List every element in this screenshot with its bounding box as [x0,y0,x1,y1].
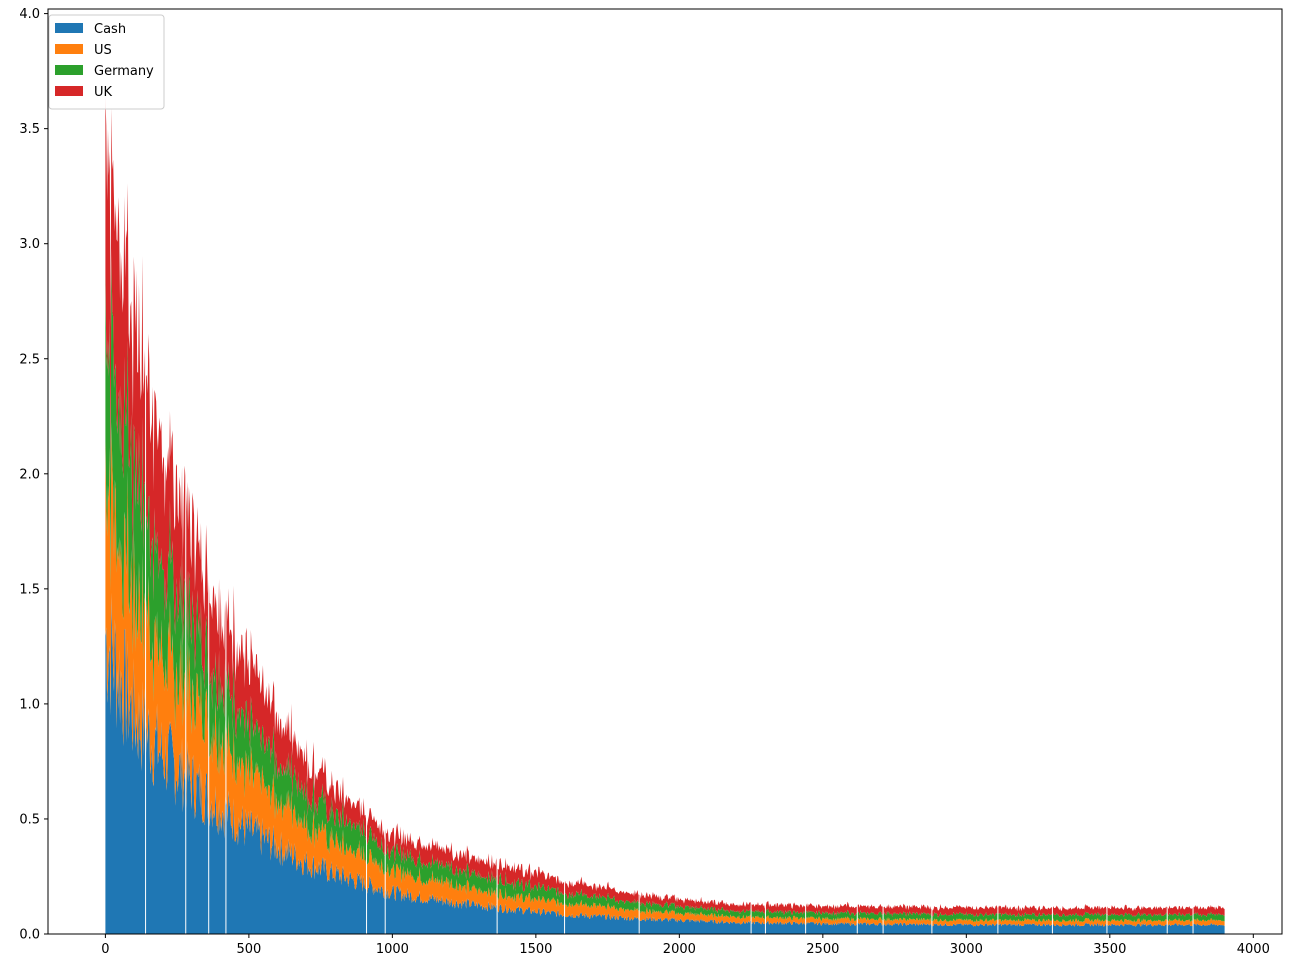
y-tick-label: 0.5 [19,812,40,827]
y-tick-label: 2.0 [19,467,40,482]
legend-label-us: US [94,43,112,58]
legend-label-germany: Germany [94,64,154,79]
series-area-cash [105,592,1225,934]
y-tick-label: 3.0 [19,237,40,252]
x-tick-label: 0 [101,942,109,957]
legend-swatch-uk [55,86,83,96]
x-tick-label: 2000 [663,942,696,957]
y-tick-label: 0.0 [19,928,40,943]
y-tick-label: 1.5 [19,582,40,597]
series-areas [105,95,1225,934]
plot-frame [47,8,1283,935]
legend-label-cash: Cash [94,22,126,37]
legend-label-uk: UK [94,85,113,100]
x-tick-label: 2500 [806,942,839,957]
legend-swatch-cash [55,23,83,33]
data-gaps [145,9,1194,934]
x-tick-label: 4000 [1237,942,1270,957]
x-tick-label: 3500 [1093,942,1126,957]
legend-box [48,14,165,110]
x-tick-label: 500 [236,942,261,957]
x-tick-label: 3000 [950,942,983,957]
x-tick-label: 1500 [519,942,552,957]
y-tick-label: 4.0 [19,7,40,22]
x-axis: 0 500 1000 1500 2000 2500 3000 3500 4000 [101,934,1270,957]
y-tick-label: 3.5 [19,122,40,137]
x-tick-label: 1000 [376,942,409,957]
y-axis: 0.0 0.5 1.0 1.5 2.0 2.5 3.0 3.5 4.0 [19,7,48,943]
legend-swatch-germany [55,65,83,75]
legend-swatch-us [55,44,83,54]
y-tick-label: 2.5 [19,352,40,367]
y-tick-label: 1.0 [19,697,40,712]
legend: Cash US Germany UK [48,14,165,110]
